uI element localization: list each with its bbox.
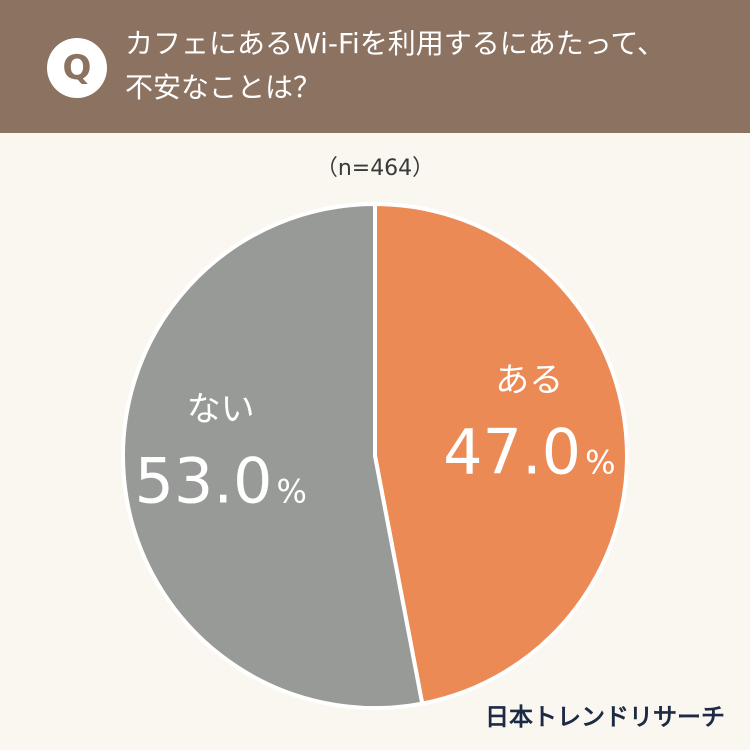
question-line-2: 不安なことは？ bbox=[125, 71, 322, 104]
question-header: Q カフェにあるWi-Fiを利用するにあたって、 不安なことは？ bbox=[0, 0, 750, 133]
slice-value-aru: 47.0% bbox=[443, 415, 615, 488]
question-line-1: カフェにあるWi-Fiを利用するにあたって、 bbox=[125, 27, 666, 60]
slice-label-aru: ある bbox=[495, 360, 563, 400]
question-text: カフェにあるWi-Fiを利用するにあたって、 不安なことは？ bbox=[125, 22, 725, 110]
sample-size: （n=464） bbox=[315, 156, 435, 181]
question-badge: Q bbox=[47, 38, 107, 98]
pie-slice-aru bbox=[373, 202, 629, 706]
pie-slice-nai bbox=[121, 202, 425, 710]
slice-value-nai: 53.0% bbox=[134, 445, 306, 518]
slice-label-nai: ない bbox=[187, 390, 255, 430]
brand-logo: 日本トレンドリサーチ bbox=[485, 703, 725, 731]
